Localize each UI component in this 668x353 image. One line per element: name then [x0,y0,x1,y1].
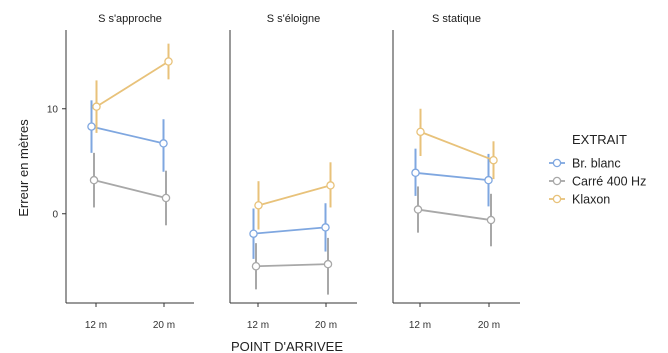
data-point [416,127,425,137]
legend-item: Klaxon [549,193,610,207]
series-group [89,152,171,226]
data-point [486,215,496,225]
facets: S s'approche 0 10 12 m 20 m S s'éloigne 12 m 20… [47,13,520,331]
series-line [96,60,169,108]
data-point [87,122,96,131]
x-axis-title: POINT D'ARRIVEE [231,339,343,353]
y-tick-label: 0 [52,209,58,220]
series-group [251,237,333,295]
data-point [249,229,258,238]
series-group [254,162,335,230]
facet-panel: S statique 12 m 20 m [392,13,520,331]
x-tick-label: 12 m [85,320,107,331]
legend-item: Br. blanc [549,157,621,171]
data-point [411,168,420,178]
data-point [159,139,168,148]
series-group [416,108,498,180]
data-point [164,57,173,66]
data-point [489,155,498,165]
series-group [92,43,173,133]
data-point [413,205,423,214]
legend-title: EXTRAIT [572,132,627,147]
series-group [249,203,330,259]
facet-panel: S s'approche 0 10 12 m 20 m [47,13,194,331]
x-tick-label: 12 m [247,320,269,331]
series-line [258,184,331,207]
data-point [92,102,101,111]
legend-key-point [552,158,562,168]
facet-title: S s'approche [98,13,162,25]
series-group [411,148,493,207]
legend-label: Br. blanc [572,157,621,171]
data-point [321,223,330,232]
x-tick-label: 12 m [409,320,431,331]
legend-label: Carré 400 Hz [572,175,646,189]
facet-panel: S s'éloigne 12 m 20 m [229,13,357,331]
data-point [254,201,263,210]
series-line [253,226,326,235]
x-tick-label: 20 m [153,320,175,331]
legend-key-point [552,194,562,204]
y-tick-label: 10 [47,104,59,115]
data-point [89,175,99,185]
legend-label: Klaxon [572,193,610,207]
legend-item: Carré 400 Hz [549,175,646,189]
y-axis-title: Erreur en mètres [16,119,31,217]
series-line [255,263,329,268]
data-point [251,261,261,271]
data-point [161,193,171,203]
series-group [87,100,168,172]
facet-title: S statique [432,13,481,25]
x-tick-label: 20 m [315,320,337,331]
legend: Br. blanc Carré 400 Hz Klaxon [549,157,646,207]
data-point [484,175,493,185]
series-group [413,186,496,247]
data-point [323,259,333,269]
x-tick-label: 20 m [478,320,500,331]
series-line [415,171,489,182]
data-point [326,181,335,190]
series-line [420,131,494,162]
series-line [417,208,492,221]
series-line [91,125,164,145]
legend-key-point [552,176,562,186]
facet-title: S s'éloigne [267,13,320,25]
series-line [93,179,167,199]
